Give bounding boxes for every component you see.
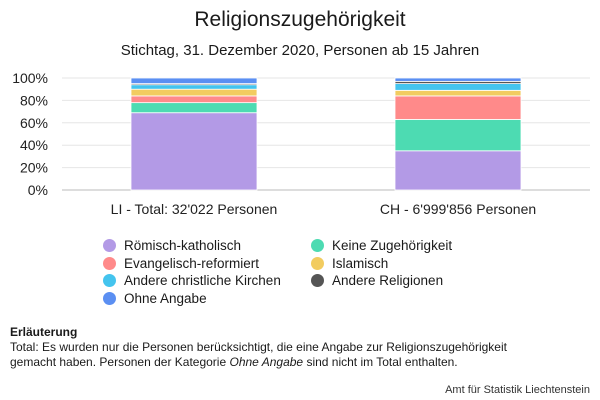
legend-item: Keine Zugehörigkeit: [311, 237, 452, 254]
legend-color-dot: [103, 291, 116, 305]
legend-label: Keine Zugehörigkeit: [332, 238, 453, 253]
stacked-bar-chart: 0% 20% 40% 60% 80% 100% LI - Total: 32'022 Per…: [12, 70, 590, 217]
x-category-label: LI - Total: 32'022 Personen: [111, 201, 278, 217]
legend-item: Ohne Angabe: [103, 290, 207, 307]
bar-segment: [130, 102, 258, 114]
bar-segment: [394, 83, 522, 91]
legend-item: Andere Religionen: [311, 272, 443, 289]
explanation-note: Erläuterung Total: Es wurden nur die Per…: [10, 325, 595, 370]
legend-color-dot: [103, 239, 116, 252]
legend-item: Andere christliche Kirchen: [103, 272, 281, 289]
legend-label: Islamisch: [332, 255, 389, 271]
legend-color-dot: [103, 274, 116, 287]
legend-color-dot: [311, 274, 324, 287]
bar-segment: [130, 84, 258, 90]
y-tick-label: 60%: [20, 115, 48, 131]
y-tick-label: 100%: [12, 70, 48, 86]
legend-label: Andere Religionen: [332, 273, 444, 288]
note-line-1: Total: Es wurden nur die Personen berück…: [10, 340, 507, 354]
legend-item: Evangelisch-reformiert: [103, 255, 259, 272]
legend-color-dot: [311, 256, 324, 270]
bar-segment: [394, 150, 522, 191]
bar-segment: [130, 88, 258, 97]
y-tick-label: 0%: [28, 182, 48, 198]
bar-segment: [130, 95, 258, 104]
bar-segment: [130, 77, 258, 84]
legend-label: Römisch-katholisch: [124, 238, 242, 253]
y-tick-label: 20%: [20, 160, 48, 176]
bar-segment: [394, 77, 522, 82]
legend-color-dot: [311, 239, 324, 252]
y-tick-label: 40%: [20, 137, 48, 153]
y-tick-label: 80%: [20, 92, 48, 108]
bar-segment: [394, 119, 522, 152]
legend-item: Römisch-katholisch: [103, 237, 241, 254]
legend-item: Islamisch: [311, 255, 388, 272]
chart-title: Religionszugehörigkeit: [194, 8, 406, 31]
source-credit: Amt für Statistik Liechtenstein: [445, 384, 590, 396]
note-line-2-emphasis: Ohne Angabe: [229, 355, 304, 369]
x-category-label: CH - 6'999'856 Personen: [380, 201, 536, 217]
legend-color-dot: [103, 256, 116, 270]
note-line-2-end: sind nicht im Total enthalten.: [303, 355, 458, 369]
legend-label: Evangelisch-reformiert: [124, 255, 260, 271]
bar-segment: [394, 95, 522, 120]
note-heading: Erläuterung: [10, 325, 78, 339]
note-line-2: gemacht haben. Personen der Kategorie Oh…: [10, 355, 595, 370]
bar-segment: [130, 112, 258, 191]
note-line-2-start: gemacht haben. Personen der Kategorie: [10, 355, 230, 369]
legend-label: Ohne Angabe: [124, 290, 207, 306]
chart-subtitle: Stichtag, 31. Dezember 2020, Personen ab…: [120, 42, 480, 59]
legend-label: Andere christliche Kirchen: [124, 273, 281, 288]
bar-segment: [394, 89, 522, 97]
